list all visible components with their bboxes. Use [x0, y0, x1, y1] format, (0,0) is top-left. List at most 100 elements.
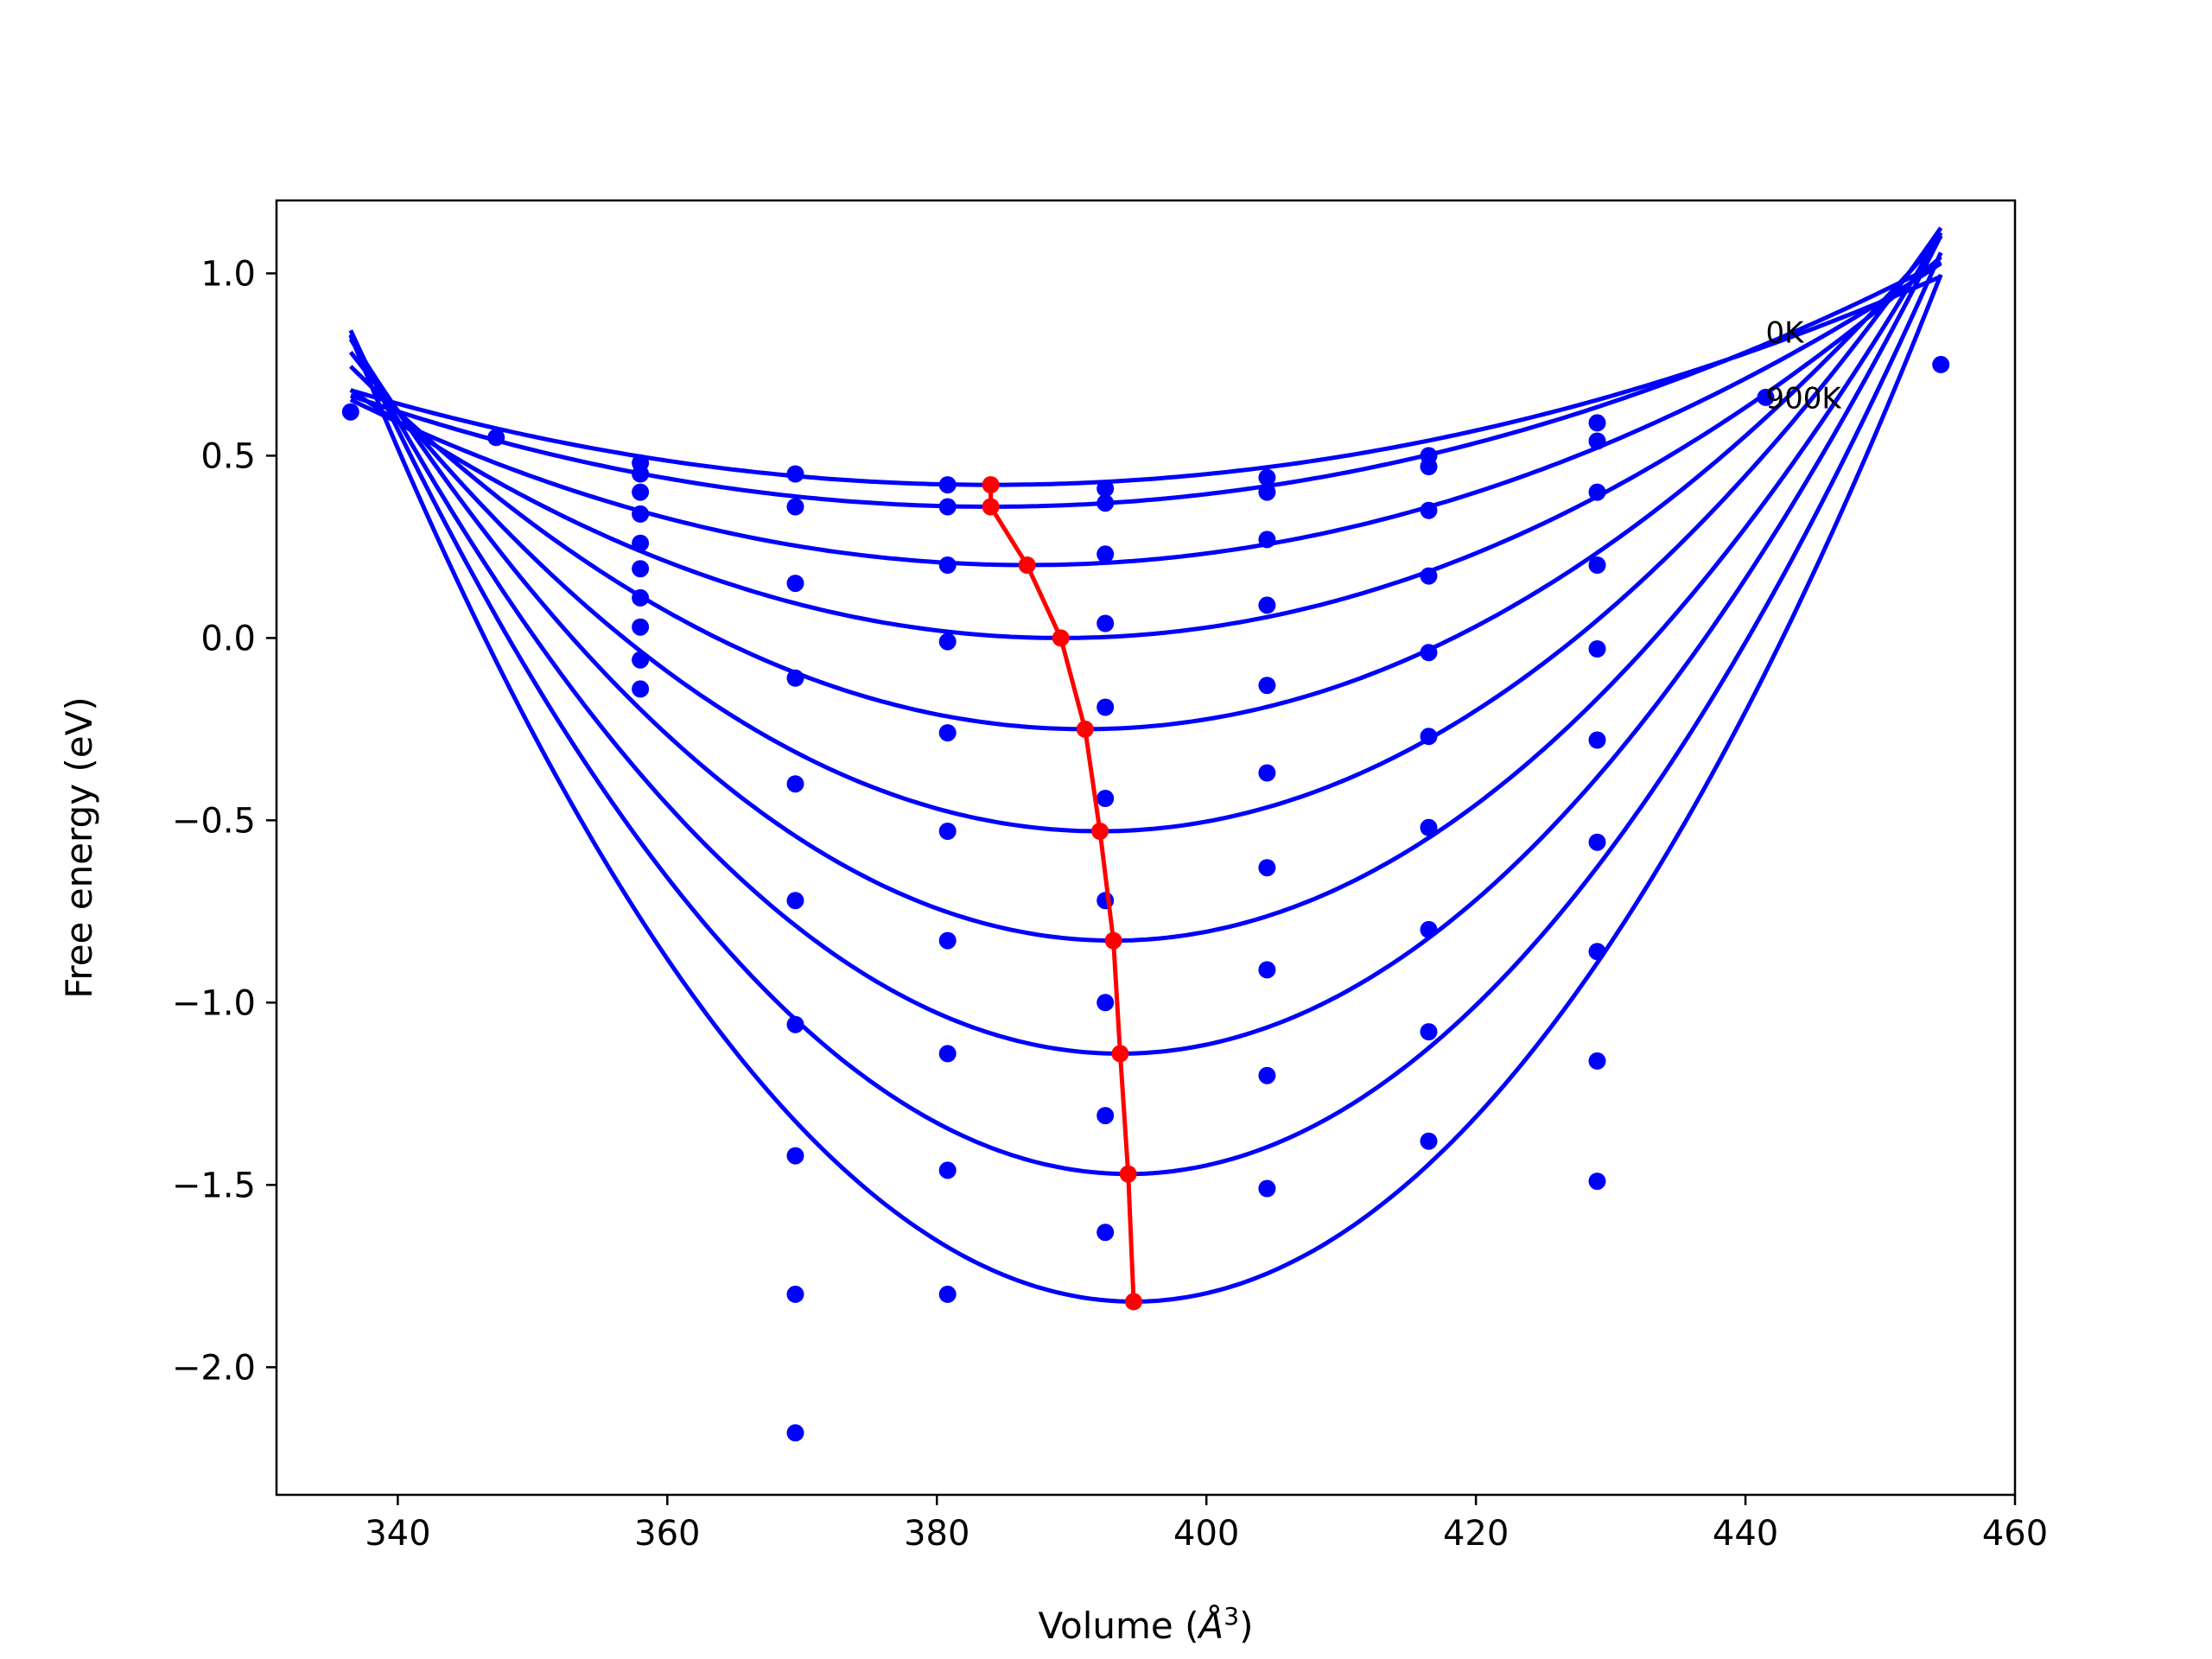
- data-point-3-0: [632, 534, 650, 552]
- minimum-point-9: [1125, 1293, 1142, 1311]
- y-axis: 1.0 0.5 0.0 −0.5 −1.0 −1.5 −2.0: [172, 254, 276, 1388]
- minimum-point-2: [1018, 556, 1036, 574]
- x-tick-label-420: 420: [1443, 1514, 1509, 1554]
- data-point-6-1: [938, 931, 957, 950]
- y-axis-label: Free energy (eV): [58, 696, 100, 999]
- data-point-8-1: [938, 1161, 957, 1179]
- data-point-3-4: [1096, 614, 1115, 632]
- data-point-7-3: [1258, 961, 1276, 979]
- data-point-0-1: [487, 429, 505, 447]
- data-point-7-1: [938, 1045, 957, 1063]
- minimum-point-8: [1119, 1165, 1137, 1183]
- data-point-5-7: [1588, 731, 1606, 749]
- data-point-7-5: [1588, 943, 1606, 961]
- data-point-4-1: [632, 618, 650, 636]
- data-point-9-2: [938, 1285, 957, 1303]
- data-point-5-4: [1096, 790, 1115, 807]
- annotation-0: 0K: [1765, 316, 1805, 351]
- data-point-7-4: [1420, 920, 1438, 938]
- data-point-2-4: [1258, 531, 1276, 549]
- y-tick-label-4: −1.0: [172, 983, 256, 1023]
- data-point-4-6: [1420, 644, 1438, 662]
- x-tick-label-400: 400: [1173, 1514, 1239, 1554]
- fit-curve-4: [349, 235, 1943, 732]
- data-point-4-7: [1588, 640, 1606, 658]
- y-tick-label-0: 1.0: [200, 254, 256, 294]
- fit-curve-3: [349, 255, 1942, 640]
- data-point-1-4: [1258, 483, 1276, 501]
- data-point-7-0: [786, 1015, 804, 1033]
- minimum-point-4: [1076, 720, 1094, 738]
- data-point-9-6: [1588, 1173, 1606, 1191]
- data-point-3-3: [938, 632, 957, 651]
- fit-curves: [348, 226, 1943, 1304]
- data-point-3-6: [1420, 567, 1438, 585]
- y-tick-label-6: −2.0: [172, 1348, 256, 1388]
- data-point-5-5: [1258, 764, 1276, 782]
- data-point-2-0: [632, 483, 650, 501]
- data-point-7-2: [1096, 994, 1115, 1012]
- annotation-1: 900K: [1765, 382, 1842, 416]
- fit-curve-5: [348, 226, 1943, 834]
- data-point-0-6: [1258, 468, 1276, 486]
- data-point-6-5: [1588, 833, 1606, 851]
- plot-frame: [275, 199, 2017, 1497]
- data-points: [341, 355, 1950, 1442]
- minimum-point-7: [1111, 1045, 1129, 1063]
- data-point-8-5: [1588, 1052, 1606, 1070]
- fit-curve-9: [348, 273, 1943, 1304]
- data-point-0-0: [341, 403, 359, 421]
- x-axis: 340 360 380 400 420 440 460: [365, 1495, 2048, 1554]
- data-point-5-0: [632, 651, 650, 669]
- minimum-point-3: [1052, 629, 1070, 647]
- minima-line: [988, 485, 1136, 1302]
- minimum-point-0: [982, 476, 1000, 494]
- x-tick-label-360: 360: [634, 1514, 700, 1554]
- data-point-1-6: [1588, 432, 1606, 450]
- fit-curve-2: [349, 261, 1942, 568]
- data-point-8-3: [1258, 1066, 1276, 1084]
- x-tick-label-440: 440: [1713, 1514, 1778, 1554]
- data-point-6-4: [1420, 818, 1438, 836]
- data-point-6-3: [1258, 859, 1276, 877]
- data-point-9-0: [786, 1285, 804, 1303]
- data-point-0-9: [1757, 388, 1775, 406]
- data-point-5-2: [786, 775, 804, 793]
- data-point-0-4: [938, 476, 957, 494]
- data-point-1-5: [1420, 458, 1438, 475]
- data-point-2-1: [632, 505, 650, 523]
- y-tick-label-3: −0.5: [172, 801, 256, 841]
- data-point-0-5: [1096, 480, 1115, 498]
- minimum-point-6: [1104, 931, 1122, 950]
- fit-curve-7: [348, 234, 1943, 1056]
- data-point-9-4: [1258, 1179, 1276, 1198]
- data-point-2-3: [1096, 545, 1115, 563]
- fit-curve-1: [349, 260, 1942, 510]
- data-point-3-1: [632, 560, 650, 578]
- data-point-9-1: [786, 1424, 804, 1442]
- data-point-4-2: [786, 669, 804, 687]
- data-point-5-1: [632, 680, 650, 698]
- data-point-3-7: [1588, 556, 1606, 574]
- data-point-9-5: [1420, 1132, 1438, 1150]
- data-point-8-0: [786, 1147, 804, 1165]
- fit-curve-0: [350, 274, 1942, 487]
- y-tick-label-2: 0.0: [200, 619, 256, 658]
- data-point-8-2: [1096, 1107, 1115, 1125]
- data-point-3-2: [786, 575, 804, 593]
- data-point-4-0: [632, 588, 650, 607]
- data-point-0-10: [1932, 355, 1950, 373]
- fit-curve-6: [348, 232, 1943, 944]
- x-tick-label-460: 460: [1982, 1514, 2048, 1554]
- data-point-5-3: [938, 823, 957, 840]
- y-tick-label-1: 0.5: [200, 436, 256, 476]
- data-point-6-0: [786, 892, 804, 910]
- data-point-1-2: [938, 498, 957, 516]
- minimum-point-5: [1091, 823, 1109, 840]
- x-tick-label-380: 380: [904, 1514, 969, 1554]
- data-point-5-6: [1420, 728, 1438, 746]
- data-point-2-2: [938, 556, 957, 574]
- minima-path: [982, 476, 1142, 1311]
- data-point-1-0: [632, 465, 650, 483]
